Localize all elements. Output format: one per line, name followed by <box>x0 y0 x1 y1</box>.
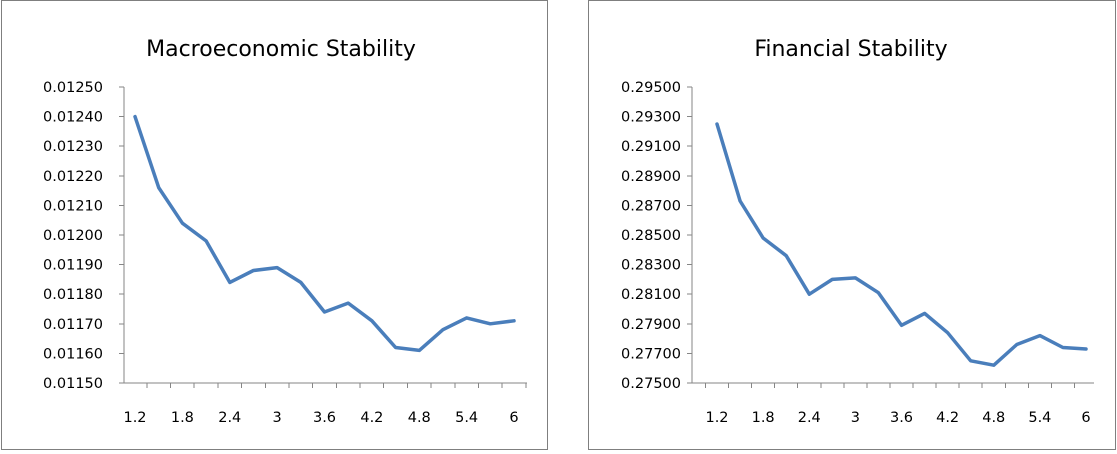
financial-x-tick-label: 3 <box>851 410 860 426</box>
macroeconomic-y-tick-label: 0.01150 <box>43 376 103 392</box>
financial-x-tick-label: 5.4 <box>1028 410 1051 426</box>
financial-y-tick-label: 0.29500 <box>621 80 681 96</box>
macroeconomic-data-point <box>299 281 303 284</box>
macroeconomic-y-tick-label: 0.01170 <box>43 317 103 333</box>
macroeconomic-y-tick-label: 0.01200 <box>43 228 103 244</box>
macroeconomic-series-line <box>133 114 516 353</box>
financial-data-point <box>877 291 880 294</box>
macroeconomic-y-tick-label: 0.01190 <box>43 258 103 274</box>
financial-data-point <box>1038 334 1042 337</box>
financial-data-point <box>784 254 788 257</box>
macroeconomic-data-point <box>252 269 255 272</box>
financial-y-tick-label: 0.27900 <box>621 317 681 333</box>
macroeconomic-y-tick-label: 0.01210 <box>43 198 103 214</box>
financial-data-point <box>738 199 742 203</box>
financial-x-tick-label: 1.2 <box>705 410 728 426</box>
macroeconomic-data-point <box>418 349 421 352</box>
financial-chart-title: Financial Stability <box>754 37 947 62</box>
macroeconomic-data-point <box>181 221 184 225</box>
financial-x-tick-label: 1.8 <box>752 410 775 426</box>
financial-series-line <box>715 122 1088 367</box>
financial-data-point <box>808 293 811 296</box>
macroeconomic-y-tick-label: 0.01220 <box>43 169 103 185</box>
financial-x-tick-label: 2.4 <box>798 410 821 426</box>
financial-x-tick-label: 4.8 <box>982 410 1005 426</box>
financial-data-point <box>1084 347 1088 351</box>
financial-data-point <box>854 276 857 280</box>
macroeconomic-y-tick-label: 0.01250 <box>43 80 103 96</box>
financial-data-point <box>1061 346 1065 349</box>
macroeconomic-data-point <box>275 266 279 269</box>
financial-data-point <box>923 312 926 315</box>
macroeconomic-data-point <box>204 239 208 243</box>
macroeconomic-x-tick-label: 1.8 <box>171 410 194 426</box>
financial-y-tick-label: 0.28700 <box>621 198 681 214</box>
financial-data-point <box>831 278 834 281</box>
macroeconomic-data-point <box>394 346 397 349</box>
financial-data-point <box>900 324 903 327</box>
macroeconomic-data-point <box>370 319 374 323</box>
financial-x-tick-label: 3.6 <box>890 410 913 426</box>
financial-data-point <box>1015 343 1019 346</box>
financial-y-tick-label: 0.28300 <box>621 258 681 274</box>
macroeconomic-x-tick-label: 3 <box>273 410 282 426</box>
macroeconomic-data-point <box>512 319 516 323</box>
macroeconomic-y-tick-label: 0.01180 <box>43 287 103 303</box>
financial-data-point <box>946 331 949 334</box>
macroeconomic-data-point <box>489 322 492 325</box>
macroeconomic-x-tick-label: 3.6 <box>313 410 336 426</box>
financial-y-tick-label: 0.29100 <box>621 139 681 155</box>
chart-panel-financial: Financial Stability 0.29500 0.29300 0.29100… <box>588 0 1116 450</box>
macroeconomic-chart-title: Macroeconomic Stability <box>146 37 416 62</box>
macroeconomic-y-tick-label: 0.01240 <box>43 110 103 126</box>
chart-panel-macroeconomic: Macroeconomic Stability 0.01250 0.01240 0.0… <box>1 0 548 450</box>
financial-data-point <box>715 122 719 126</box>
macroeconomic-x-tick-label: 5.4 <box>455 410 478 426</box>
macroeconomic-x-tick-label: 4.2 <box>360 410 383 426</box>
macroeconomic-data-point <box>157 186 160 189</box>
macroeconomic-x-tick-label: 2.4 <box>218 410 241 426</box>
financial-data-point <box>969 359 972 362</box>
financial-y-tick-label: 0.28900 <box>621 169 681 185</box>
financial-y-tick-label: 0.28500 <box>621 228 681 244</box>
macroeconomic-chart: Macroeconomic Stability 0.01250 0.01240 0.0… <box>43 37 527 426</box>
financial-x-tick-label: 6 <box>1081 410 1090 426</box>
financial-y-tick-label: 0.27700 <box>621 346 681 362</box>
financial-x-tick-label: 4.2 <box>936 410 959 426</box>
financial-y-tick-label: 0.27500 <box>621 376 681 392</box>
financial-y-tick-label: 0.28100 <box>621 287 681 303</box>
financial-chart: Financial Stability 0.29500 0.29300 0.29100… <box>621 37 1094 426</box>
macroeconomic-y-tick-label: 0.01230 <box>43 139 103 155</box>
macroeconomic-data-point <box>133 115 137 118</box>
macroeconomic-data-point <box>323 310 326 314</box>
financial-y-tick-label: 0.29300 <box>621 110 681 126</box>
macroeconomic-data-point <box>228 281 231 284</box>
macroeconomic-y-tick-label: 0.01160 <box>43 346 103 362</box>
macroeconomic-data-point <box>441 328 445 331</box>
financial-data-point <box>761 236 765 240</box>
macroeconomic-x-tick-label: 6 <box>509 410 518 426</box>
financial-data-point <box>992 364 995 367</box>
macroeconomic-x-tick-label: 4.8 <box>408 410 431 426</box>
macroeconomic-data-point <box>465 316 468 320</box>
macroeconomic-data-point <box>346 301 350 305</box>
macroeconomic-x-tick-label: 1.2 <box>123 410 146 426</box>
